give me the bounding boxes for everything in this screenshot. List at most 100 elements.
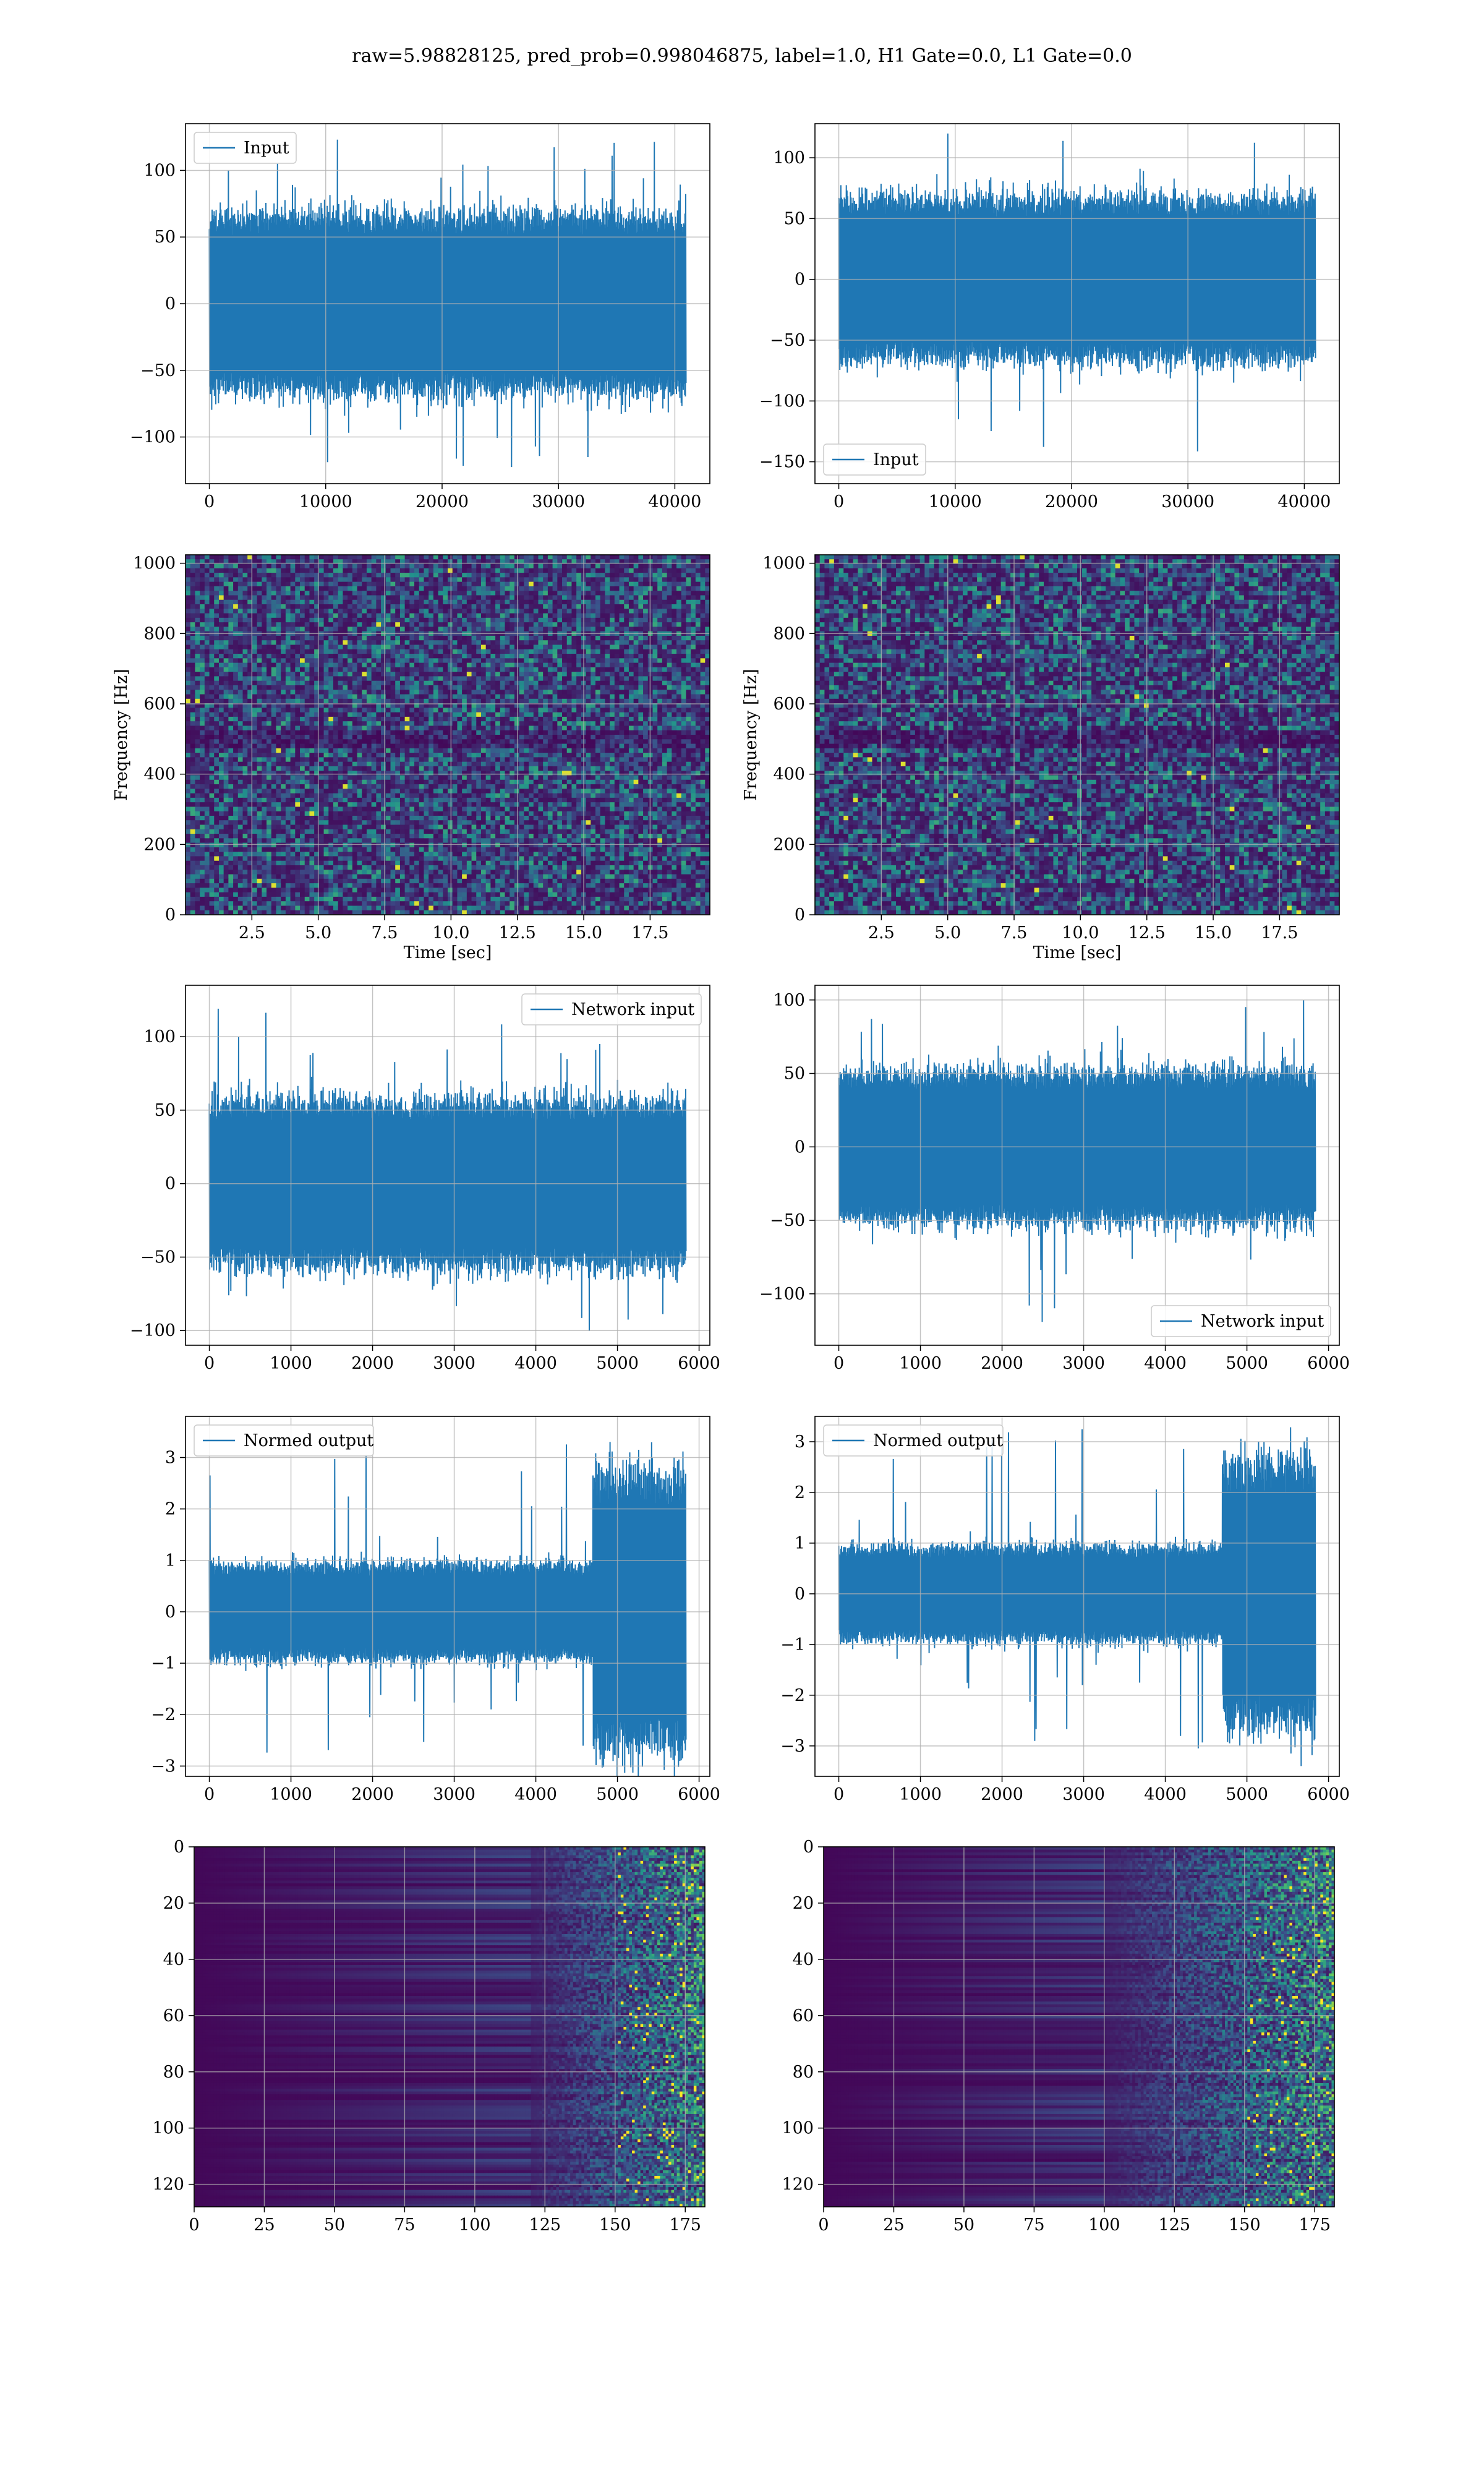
l1-feature-map-x-tick-label: 75 xyxy=(1023,2215,1044,2235)
h1-normed-output-y-tick-label: 2 xyxy=(165,1500,176,1519)
l1-network-input-x-tick-label: 4000 xyxy=(1144,1354,1187,1373)
h1-normed-output-legend: Normed output xyxy=(194,1425,373,1456)
h1-network-input-x-tick-label: 6000 xyxy=(678,1354,720,1373)
l1-network-input-y-tick-label: −50 xyxy=(770,1211,805,1230)
l1-normed-output-y-tick-label: −3 xyxy=(780,1737,805,1756)
l1-normed-output-y-tick-label: −1 xyxy=(780,1635,805,1654)
h1-network-input-x-tick-label: 5000 xyxy=(596,1354,639,1373)
l1-feature-map-y-tick-label: 40 xyxy=(793,1950,814,1969)
l1-spectrogram-x-tick-label: 7.5 xyxy=(1001,923,1028,943)
l1-spectrogram-x-tick-label: 15.0 xyxy=(1195,923,1232,943)
h1-spectrogram-y-tick-label: 600 xyxy=(143,695,176,714)
h1-normed-output-y-tick-label: −3 xyxy=(151,1757,176,1776)
l1-network-input-plot-area xyxy=(839,1000,1316,1322)
l1-normed-output-legend-label: Normed output xyxy=(873,1431,1003,1450)
h1-network-input-x-tick-label: 1000 xyxy=(270,1354,312,1373)
h1-network-input-series-line xyxy=(210,1009,686,1331)
l1-feature-map-y-tick-label: 120 xyxy=(782,2175,814,2194)
h1-feature-map-x-tick-label: 0 xyxy=(189,2215,199,2235)
l1-network-input-x-tick-label: 3000 xyxy=(1062,1354,1105,1373)
l1-spectrogram-y-tick-label: 400 xyxy=(773,765,805,784)
l1-normed-output-y-tick-label: −2 xyxy=(780,1686,805,1705)
l1-network-input-series-line xyxy=(839,1000,1316,1322)
l1-network-input-legend: Network input xyxy=(1151,1306,1331,1337)
l1-network-input-y-tick-label: 0 xyxy=(795,1137,805,1157)
panel-l1-network-input: 0 1000 2000 3000 4000 5000 6000100500−50−100Ne… xyxy=(759,985,1350,1373)
l1-network-input-x-tick-label: 5000 xyxy=(1226,1354,1268,1373)
h1-network-input-y-tick-label: 50 xyxy=(155,1101,176,1120)
h1-spectrogram-x-tick-label: 12.5 xyxy=(499,923,536,943)
l1-input-x-tick-label: 10000 xyxy=(929,492,982,511)
h1-spectrogram-y-tick-label: 1000 xyxy=(133,554,176,573)
l1-network-input-y-tick-label: 100 xyxy=(773,991,805,1010)
l1-normed-output-x-tick-label: 6000 xyxy=(1307,1785,1350,1804)
l1-spectrogram-x-tick-label: 17.5 xyxy=(1261,923,1298,943)
l1-feature-map-x-tick-label: 150 xyxy=(1229,2215,1261,2235)
h1-normed-output-plot-area xyxy=(210,1442,686,1784)
h1-normed-output-x-tick-label: 0 xyxy=(204,1785,215,1804)
l1-spectrogram-y-axis-label: Frequency [Hz] xyxy=(741,669,761,800)
panel-h1-spectrogram: 2.5 5.0 7.5 10.0 12.5 15.0 17.5100080060040020… xyxy=(112,554,710,962)
h1-spectrogram-x-tick-label: 10.0 xyxy=(432,923,469,943)
h1-feature-map-x-tick-label: 150 xyxy=(599,2215,631,2235)
l1-normed-output-series-line xyxy=(839,1427,1316,1766)
l1-input-x-tick-label: 0 xyxy=(834,492,844,511)
l1-input-x-tick-label: 30000 xyxy=(1161,492,1214,511)
l1-input-legend-label: Input xyxy=(873,450,919,469)
h1-input-legend-label: Input xyxy=(244,139,289,158)
h1-normed-output-x-tick-label: 6000 xyxy=(678,1785,720,1804)
l1-network-input-x-tick-label: 0 xyxy=(834,1354,844,1373)
l1-input-series-line xyxy=(839,134,1316,452)
l1-input-y-tick-label: 0 xyxy=(795,270,805,289)
h1-input-x-tick-label: 30000 xyxy=(532,492,585,511)
l1-network-input-x-tick-label: 2000 xyxy=(981,1354,1023,1373)
l1-feature-map-x-tick-label: 100 xyxy=(1088,2215,1120,2235)
l1-spectrogram-plot-area xyxy=(815,555,1340,915)
l1-input-x-tick-label: 40000 xyxy=(1277,492,1331,511)
l1-normed-output-x-tick-label: 5000 xyxy=(1226,1785,1268,1804)
h1-feature-map-x-tick-label: 75 xyxy=(394,2215,415,2235)
h1-normed-output-x-tick-label: 2000 xyxy=(351,1785,394,1804)
h1-network-input-x-tick-label: 4000 xyxy=(514,1354,557,1373)
h1-spectrogram-y-tick-label: 800 xyxy=(143,624,176,643)
l1-input-y-tick-label: −100 xyxy=(759,392,805,411)
panel-l1-spectrogram: 2.5 5.0 7.5 10.0 12.5 15.0 17.5100080060040020… xyxy=(741,554,1340,962)
h1-normed-output-x-tick-label: 5000 xyxy=(596,1785,639,1804)
l1-network-input-legend-label: Network input xyxy=(1201,1312,1324,1331)
h1-input-y-tick-label: −50 xyxy=(140,361,176,380)
l1-normed-output-y-tick-label: 2 xyxy=(795,1483,805,1502)
h1-normed-output-y-tick-label: −2 xyxy=(151,1705,176,1724)
h1-normed-output-y-tick-label: 1 xyxy=(165,1551,176,1570)
l1-spectrogram-x-axis-label: Time [sec] xyxy=(1033,943,1122,962)
l1-network-input-y-tick-label: −100 xyxy=(759,1285,805,1304)
l1-spectrogram-x-tick-label: 10.0 xyxy=(1062,923,1099,943)
h1-feature-map-y-tick-label: 120 xyxy=(152,2175,184,2194)
h1-input-y-tick-label: −100 xyxy=(130,428,176,447)
l1-spectrogram-x-tick-label: 2.5 xyxy=(868,923,895,943)
l1-normed-output-y-tick-label: 1 xyxy=(795,1534,805,1553)
l1-input-x-tick-label: 20000 xyxy=(1045,492,1098,511)
h1-network-input-plot-area xyxy=(210,1009,686,1331)
h1-normed-output-legend-label: Normed output xyxy=(244,1431,373,1450)
l1-feature-map-x-tick-label: 50 xyxy=(953,2215,974,2235)
h1-feature-map-plot-area xyxy=(194,1847,706,2207)
l1-normed-output-x-tick-label: 0 xyxy=(834,1785,844,1804)
h1-feature-map-y-tick-label: 60 xyxy=(163,2006,184,2026)
h1-input-gridlines xyxy=(186,124,710,484)
h1-input-x-tick-label: 10000 xyxy=(299,492,352,511)
l1-input-plot-area xyxy=(839,134,1316,452)
h1-spectrogram-x-tick-label: 17.5 xyxy=(631,923,668,943)
h1-normed-output-y-tick-label: 0 xyxy=(165,1603,176,1622)
h1-input-legend: Input xyxy=(194,132,296,163)
h1-feature-map-x-tick-label: 175 xyxy=(669,2215,701,2235)
h1-network-input-legend: Network input xyxy=(522,994,701,1025)
h1-spectrogram-y-tick-label: 0 xyxy=(165,905,176,925)
h1-input-x-tick-label: 40000 xyxy=(648,492,701,511)
h1-feature-map-x-tick-label: 125 xyxy=(529,2215,561,2235)
l1-feature-map-x-tick-label: 25 xyxy=(883,2215,904,2235)
l1-feature-map-y-tick-label: 20 xyxy=(793,1894,814,1913)
h1-network-input-x-tick-label: 3000 xyxy=(433,1354,475,1373)
